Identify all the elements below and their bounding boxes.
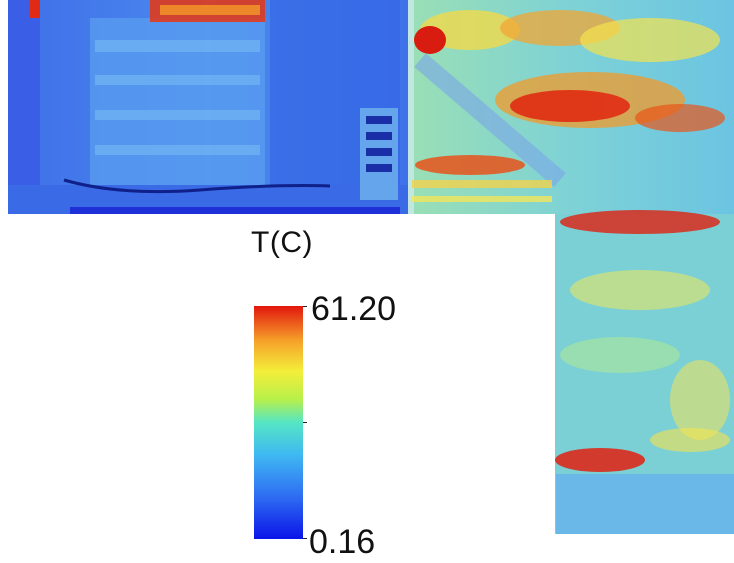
colorbar-tick-top <box>303 306 307 307</box>
colorbar-tick-mid <box>303 422 307 423</box>
colorbar-title: T(C) <box>251 226 313 259</box>
colorbar-max-label: 61.20 <box>311 290 397 328</box>
colorbar-min-label: 0.16 <box>309 523 376 561</box>
cool-region <box>8 0 408 214</box>
colorbar-tick-bottom <box>303 538 307 539</box>
temperature-colorbar <box>254 306 303 539</box>
warm-region <box>408 0 734 534</box>
